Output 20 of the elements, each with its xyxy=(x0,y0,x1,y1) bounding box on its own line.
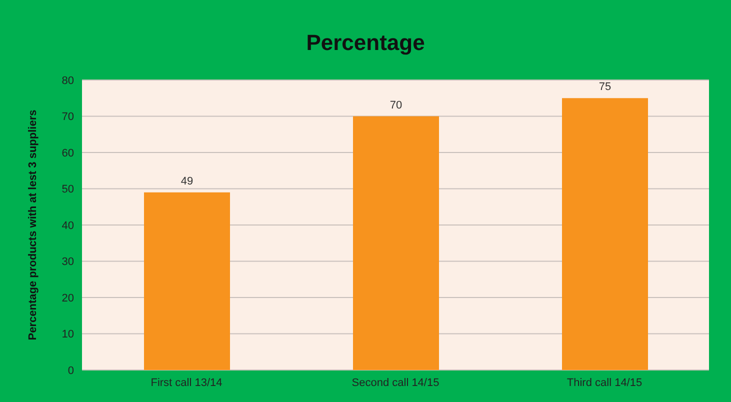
y-axis-title: Percentage products with at lest 3 suppliers xyxy=(26,110,39,340)
data-label: 49 xyxy=(180,175,194,188)
y-tick-label: 10 xyxy=(62,328,74,341)
y-tick-label: 20 xyxy=(62,292,74,304)
y-tick-label: 80 xyxy=(62,74,74,87)
bar xyxy=(562,98,648,370)
x-tick-label: First call 13/14 xyxy=(150,376,222,389)
data-label: 70 xyxy=(390,99,402,112)
bar xyxy=(144,192,230,370)
y-tick-label: 60 xyxy=(62,147,74,160)
y-tick-label: 70 xyxy=(62,111,74,124)
x-tick-label: Second call 14/15 xyxy=(352,376,440,389)
y-tick-label: 0 xyxy=(68,364,74,377)
chart-title: Percentage xyxy=(305,30,426,56)
y-tick-label: 50 xyxy=(62,184,74,196)
y-tick-label: 40 xyxy=(62,220,74,232)
x-tick-label: Third call 14/15 xyxy=(566,376,642,389)
bar xyxy=(353,116,439,370)
y-tick-label: 30 xyxy=(62,256,74,268)
data-label: 75 xyxy=(598,81,612,94)
